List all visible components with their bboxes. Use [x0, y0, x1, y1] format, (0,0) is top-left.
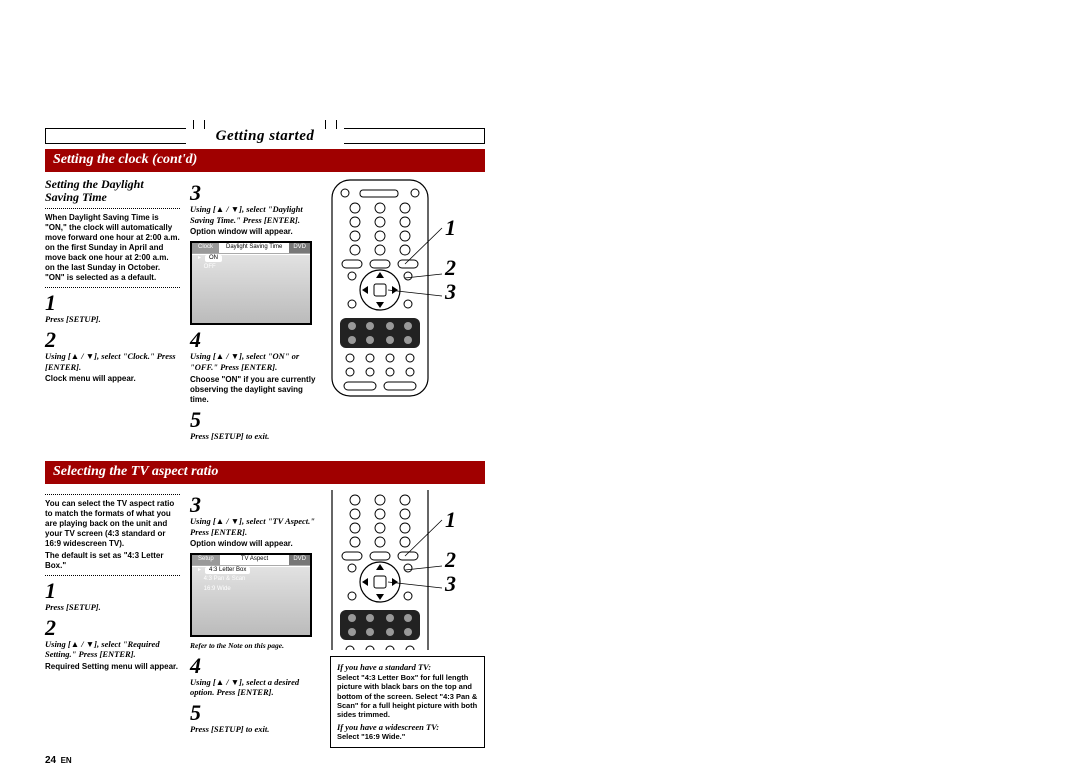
hint2-head: If you have a widescreen TV:: [337, 722, 478, 733]
s2-step5-instr: Press [SETUP] to exit.: [190, 724, 320, 735]
step5-number: 5: [190, 409, 320, 431]
osd1-opt1: ON: [205, 255, 222, 263]
step1-instr: Press [SETUP].: [45, 314, 180, 325]
s2-note: Refer to the Note on this page.: [190, 641, 320, 650]
step4-instr: Using [▲ / ▼], select "ON" or "OFF." Pre…: [190, 351, 320, 372]
s2-callout-23: 2 3: [445, 548, 456, 596]
step5-instr: Press [SETUP] to exit.: [190, 431, 320, 442]
osd-daylight: Clock Daylight Saving Time DVD ▸ON OFF: [190, 241, 312, 325]
osd-aspect: Setup TV Aspect DVD ▸4:3 Letter Box 4:3 …: [190, 553, 312, 637]
osd2-badge: DVD: [289, 555, 310, 565]
osd1-title: Daylight Saving Time: [219, 243, 289, 253]
callout-1: 1: [445, 216, 456, 240]
chapter-banner: Getting started: [45, 125, 485, 147]
s2-step4-number: 4: [190, 655, 320, 677]
s2-step2-number: 2: [45, 617, 180, 639]
s2-step3-body: Option window will appear.: [190, 539, 320, 549]
hint1-head: If you have a standard TV:: [337, 662, 478, 673]
remote-illustration: [330, 178, 430, 398]
s2-step1-instr: Press [SETUP].: [45, 602, 180, 613]
s2-step5-number: 5: [190, 702, 320, 724]
section1-title: Setting the clock (cont'd): [45, 149, 485, 172]
s2-step4-instr: Using [▲ / ▼], select a desired option. …: [190, 677, 320, 698]
section1-intro: When Daylight Saving Time is "ON," the c…: [45, 213, 180, 283]
hint1-body: Select "4:3 Letter Box" for full length …: [337, 673, 478, 720]
section1-subhead: Setting the Daylight Saving Time: [45, 178, 180, 204]
step3-number: 3: [190, 182, 320, 204]
osd2-title: TV Aspect: [220, 555, 290, 565]
osd2-opt3: 16:9 Wide: [204, 586, 231, 594]
step3-body: Option window will appear.: [190, 227, 320, 237]
osd2-tab: Setup: [192, 555, 220, 565]
step2-body: Clock menu will appear.: [45, 374, 180, 384]
chapter-title: Getting started: [216, 128, 315, 144]
s2-step3-number: 3: [190, 494, 320, 516]
step3-instr: Using [▲ / ▼], select "Daylight Saving T…: [190, 204, 320, 225]
osd1-tab: Clock: [192, 243, 219, 253]
section1-body: Setting the Daylight Saving Time When Da…: [45, 178, 485, 443]
section2-intro2: The default is set as "4:3 Letter Box.": [45, 551, 180, 571]
remote-illustration-2: [330, 490, 430, 650]
section2-intro: You can select the TV aspect ratio to ma…: [45, 499, 180, 549]
osd2-opt1: 4:3 Letter Box: [205, 567, 250, 575]
s2-step2-body: Required Setting menu will appear.: [45, 662, 180, 672]
osd1-opt2: OFF: [204, 264, 216, 272]
osd2-opt2: 4:3 Pan & Scan: [204, 576, 246, 584]
manual-page: Getting started Setting the clock (cont'…: [45, 125, 485, 748]
s2-callout-1: 1: [445, 508, 456, 532]
section2-body: You can select the TV aspect ratio to ma…: [45, 490, 485, 748]
s2-step1-number: 1: [45, 580, 180, 602]
callout-2: 2 3: [445, 256, 456, 304]
hints-box: If you have a standard TV: Select "4:3 L…: [330, 656, 485, 748]
hint2-body: Select "16:9 Wide.": [337, 732, 478, 741]
s2-step3-instr: Using [▲ / ▼], select "TV Aspect." Press…: [190, 516, 320, 537]
step4-number: 4: [190, 329, 320, 351]
page-footer: 24 EN: [45, 755, 72, 766]
s2-step2-instr: Using [▲ / ▼], select "Required Setting.…: [45, 639, 180, 660]
step2-number: 2: [45, 329, 180, 351]
step4-body: Choose "ON" if you are currently observi…: [190, 375, 320, 405]
osd1-badge: DVD: [289, 243, 310, 253]
step2-instr: Using [▲ / ▼], select "Clock." Press [EN…: [45, 351, 180, 372]
section2-title: Selecting the TV aspect ratio: [45, 461, 485, 484]
step1-number: 1: [45, 292, 180, 314]
